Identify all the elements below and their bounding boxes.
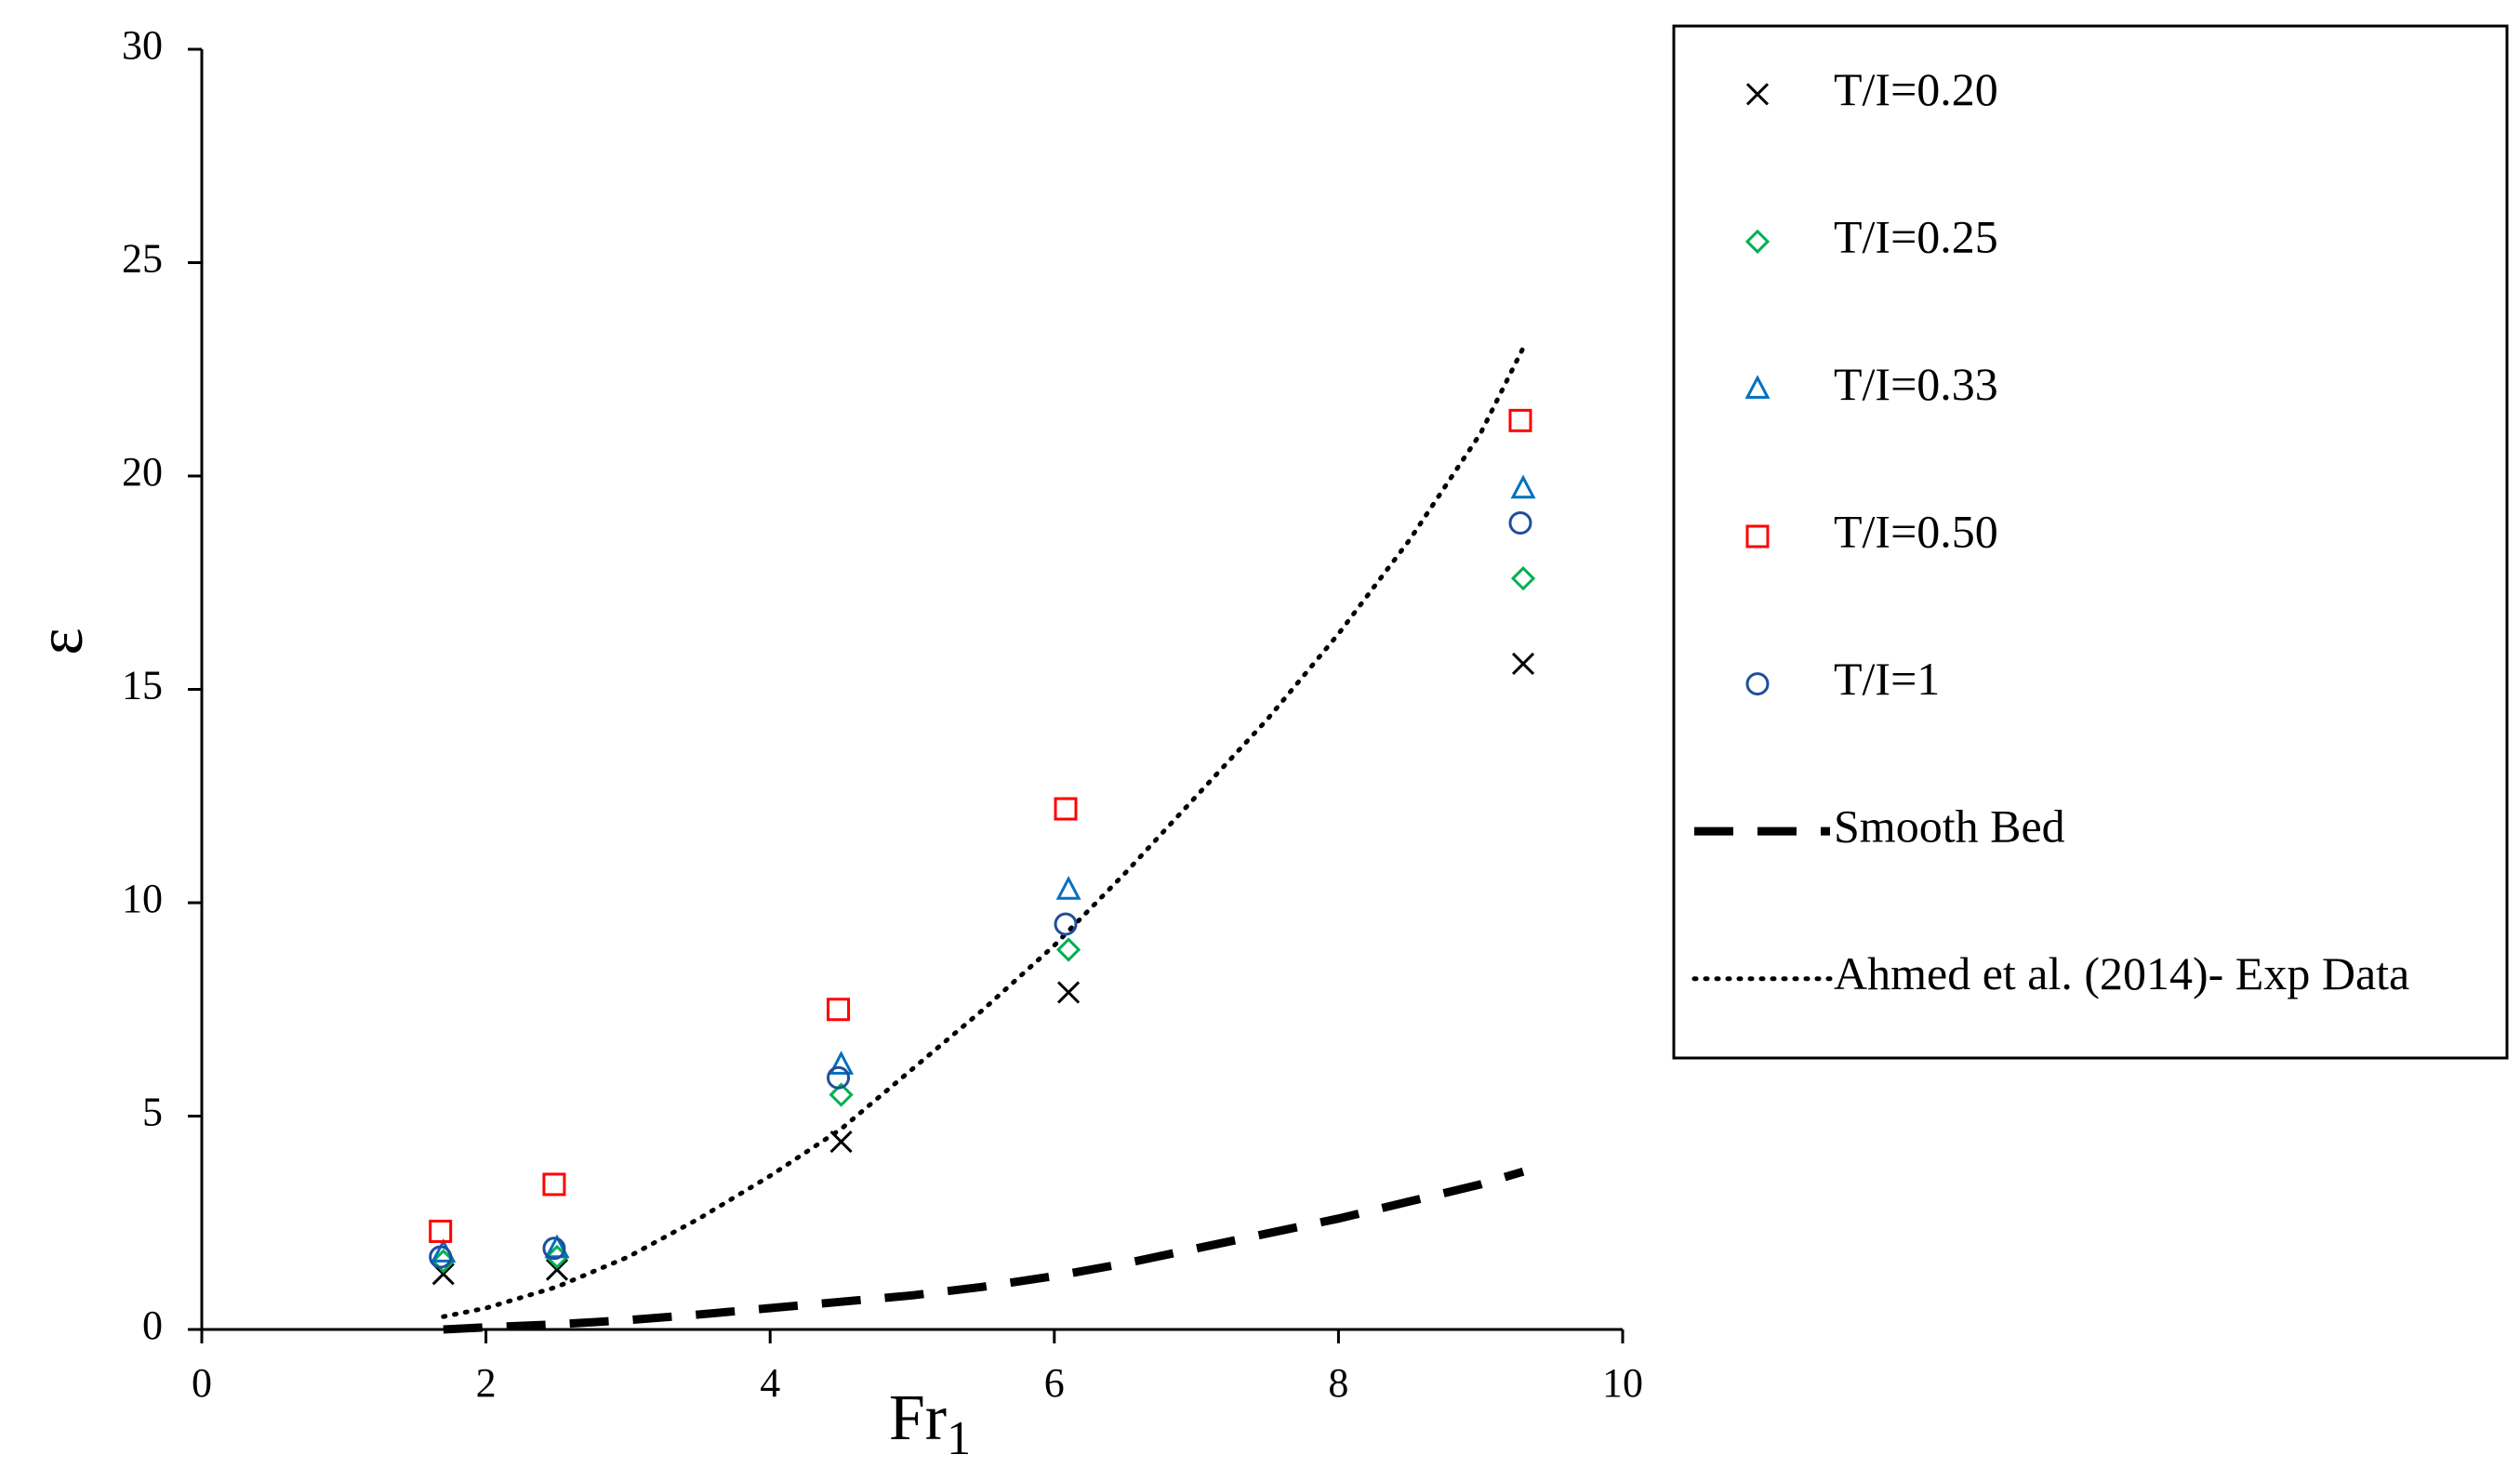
- point-t-i-0-20-3: [829, 1130, 853, 1154]
- legend-label-t-i-1: T/I=1: [1834, 653, 1940, 705]
- x-tick-label: 10: [1602, 1360, 1643, 1406]
- point-t-i-0-20-3-stroke-b: [829, 1130, 853, 1154]
- x-tick-label: 6: [1044, 1360, 1065, 1406]
- legend: T/I=0.20 T/I=0.25 T/I=0.33 T/I=0.50 T/I=1 Smo…: [1672, 24, 2509, 1060]
- axis-ticks: 0 2 4 6 8 10 0 5 10 15 20 25 30: [122, 22, 1643, 1406]
- legend-marker-t-i-0-25: [1744, 229, 1771, 254]
- y-axis-title: ε: [25, 628, 97, 655]
- point-t-i-0-50-4: [1054, 797, 1078, 821]
- point-t-i-0-20-5: [1511, 652, 1535, 676]
- x-tick-label: 8: [1328, 1360, 1348, 1406]
- point-t-i-0-20-2-stroke-b: [545, 1258, 569, 1281]
- point-t-i-0-25-5: [1510, 566, 1536, 591]
- legend-label-t-i-0-20: T/I=0.20: [1834, 63, 1998, 115]
- legend-label-t-i-0-50: T/I=0.50: [1834, 505, 1998, 557]
- point-t-i-0-20-1-stroke-b: [431, 1263, 455, 1286]
- point-t-i-1-2: [542, 1237, 566, 1261]
- series-markers: [429, 408, 1536, 1286]
- y-tick-label: 15: [122, 663, 163, 708]
- x-axis-title-main: Fr: [889, 1382, 947, 1454]
- legend-marker-t-i-0-50: [1745, 524, 1770, 549]
- legend-label-ahmed-et-al-2014-exp-data: Ahmed et al. (2014)- Exp Data: [1834, 947, 2409, 999]
- point-t-i-1-5: [1508, 510, 1532, 535]
- point-t-i-1-3: [827, 1065, 851, 1090]
- y-tick-label: 0: [142, 1303, 163, 1348]
- plot-area: 0 2 4 6 8 10 0 5 10 15 20 25 30: [122, 22, 1643, 1406]
- x-axis-title-subscript: 1: [947, 1412, 971, 1465]
- point-t-i-0-20-5-stroke-b: [1511, 652, 1535, 676]
- legend-marker-t-i-0-20: [1745, 83, 1770, 106]
- point-t-i-0-33-4: [1055, 875, 1081, 900]
- series-lines: [441, 345, 1526, 1334]
- series-line-ahmed-et-al-2014-exp-data: [441, 345, 1526, 1319]
- legend-box: [1672, 24, 2509, 1060]
- point-t-i-0-20-4: [1057, 981, 1081, 1004]
- point-t-i-0-50-2: [542, 1172, 566, 1197]
- point-t-i-1-1: [429, 1245, 453, 1269]
- x-tick-label: 2: [476, 1360, 497, 1406]
- point-t-i-0-50-5: [1508, 408, 1532, 432]
- point-t-i-0-20-4-stroke-b: [1057, 981, 1081, 1004]
- y-tick-label: 10: [122, 876, 163, 921]
- legend-label-t-i-0-33: T/I=0.33: [1834, 358, 1998, 410]
- legend-marker-t-i-1: [1745, 672, 1770, 696]
- point-t-i-0-50-3: [827, 998, 851, 1022]
- point-t-i-0-33-3: [829, 1051, 855, 1075]
- legend-marker-t-i-0-33: [1744, 375, 1771, 399]
- point-t-i-0-33-2: [544, 1234, 570, 1259]
- series-line-smooth-bed: [443, 1167, 1525, 1334]
- y-tick-label: 5: [142, 1090, 163, 1135]
- x-tick-label: 4: [760, 1360, 780, 1406]
- x-tick-label: 0: [192, 1360, 212, 1406]
- legend-label-t-i-0-25: T/I=0.25: [1834, 210, 1998, 262]
- point-t-i-1-4: [1054, 912, 1078, 936]
- legend-marker-t-i-0-20-stroke-b: [1745, 83, 1770, 106]
- y-tick-label: 20: [122, 449, 163, 495]
- y-tick-label: 30: [122, 22, 163, 68]
- point-t-i-0-33-5: [1510, 474, 1536, 499]
- point-t-i-0-25-4: [1055, 937, 1081, 962]
- y-tick-label: 25: [122, 236, 163, 282]
- point-t-i-0-25-3: [829, 1082, 854, 1107]
- point-t-i-0-50-1: [429, 1219, 453, 1243]
- x-axis-title: Fr1: [889, 1382, 971, 1465]
- legend-label-smooth-bed: Smooth Bed: [1834, 800, 2065, 853]
- point-t-i-0-20-2: [545, 1258, 569, 1281]
